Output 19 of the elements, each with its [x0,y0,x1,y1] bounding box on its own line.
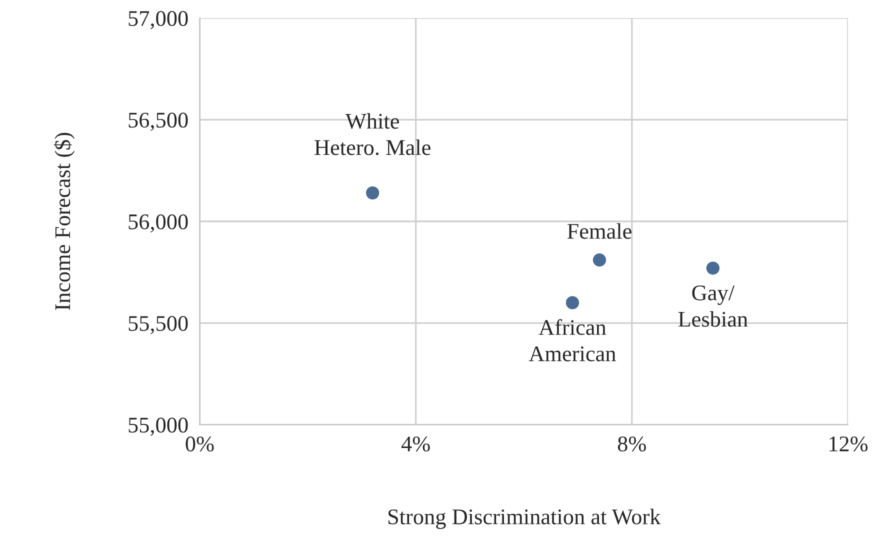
x-axis-title: Strong Discrimination at Work [388,508,661,529]
y-tick-label: 55,500 [128,316,188,334]
annotation: Female [567,223,632,239]
y-axis-title: Income Forecast ($) [54,132,75,310]
annotation: Gay/ Lesbian [678,285,748,327]
point [566,296,580,310]
annotation: African American [528,319,616,362]
y-tick-label: 56,500 [128,112,188,131]
annotation: White Hetero. Male [314,113,430,156]
y-tick-label: 56,000 [128,214,188,233]
point [592,253,606,267]
point [366,186,380,200]
x-tick-label: 0% [186,436,214,452]
y-tick-label: 57,000 [128,11,188,30]
x-tick-label: 4% [401,436,430,452]
point [706,262,720,275]
x-tick-label: 8% [618,436,646,452]
x-tick-label: 12% [830,436,868,452]
y-tick-label: 55,000 [128,418,188,436]
